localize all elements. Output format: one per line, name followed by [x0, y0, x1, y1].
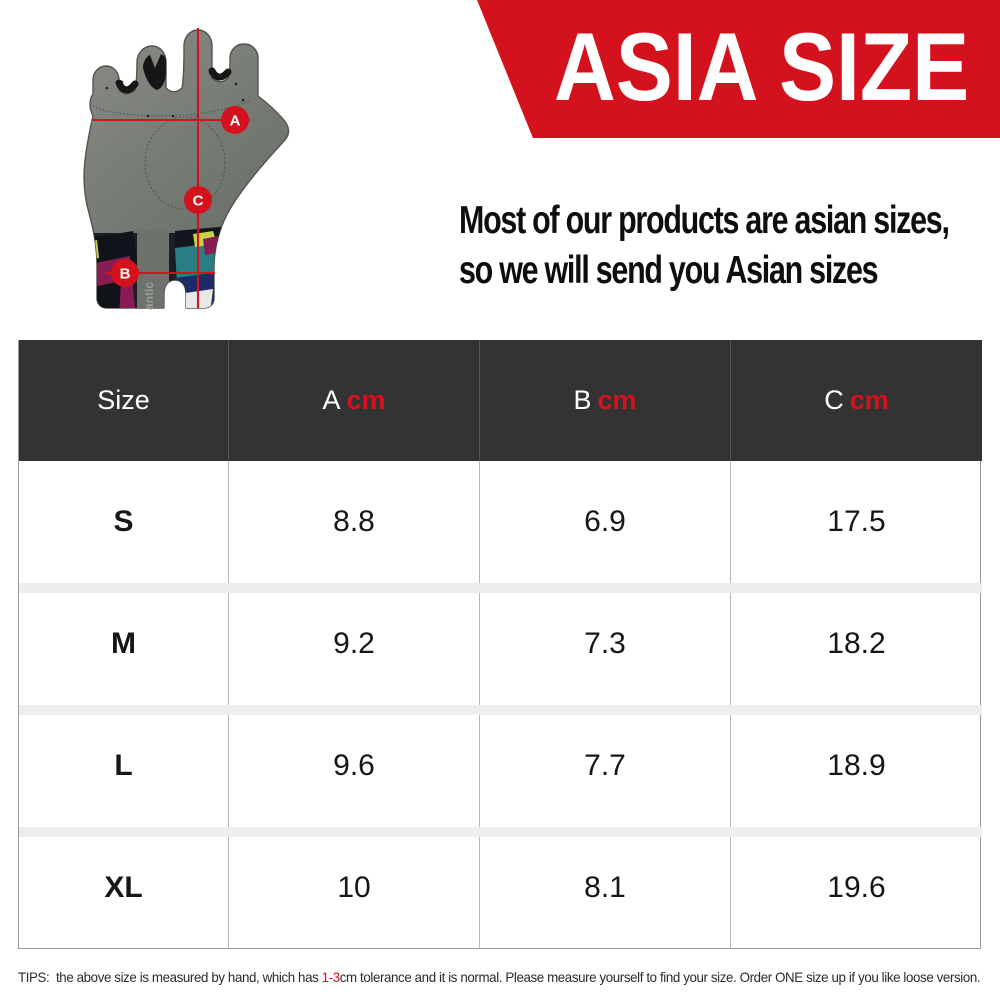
svg-text:B: B: [120, 266, 131, 283]
svg-text:C: C: [193, 193, 204, 210]
svg-text:antic: antic: [142, 282, 156, 310]
svg-text:A: A: [230, 113, 241, 130]
